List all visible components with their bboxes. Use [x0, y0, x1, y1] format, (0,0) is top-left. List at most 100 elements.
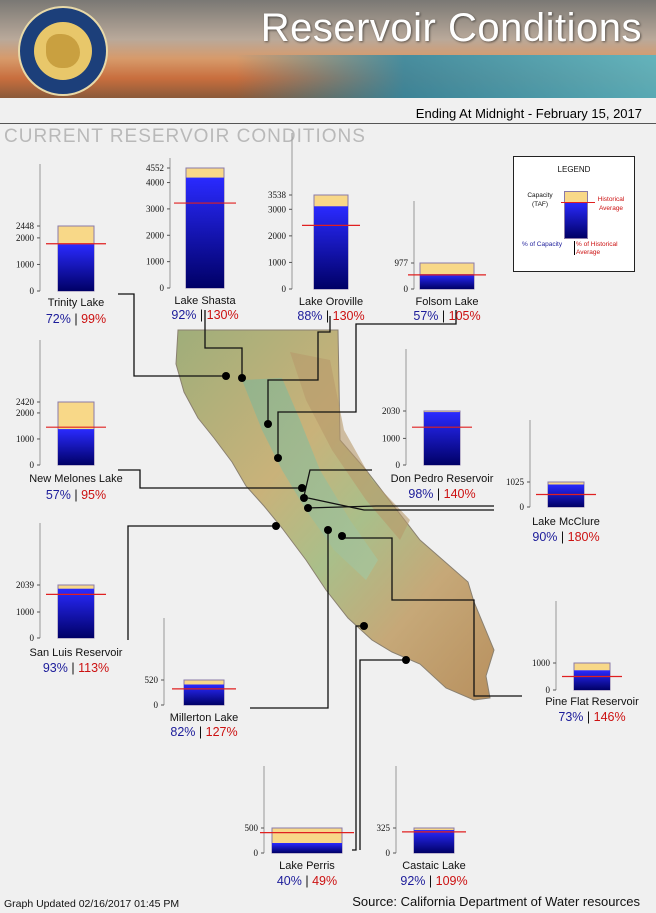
percent-separator: | [557, 530, 568, 544]
percent-of-historical-average: 99% [81, 312, 107, 326]
reservoir-percentages: 72% | 99% [6, 312, 146, 326]
storage-bar [574, 670, 610, 690]
percent-of-historical-average: 127% [205, 725, 238, 739]
legend-pct-capacity-label: % of Capacity [522, 241, 563, 248]
percent-separator: | [438, 309, 449, 323]
y-tick-label: 0 [154, 700, 159, 710]
reservoir-percentages: 88% | 130% [261, 309, 401, 323]
central-valley [242, 378, 378, 580]
reservoir-percentages: 93% | 113% [6, 661, 146, 675]
reservoir-percentages: 92% | 130% [135, 308, 275, 322]
percent-of-historical-average: 105% [448, 309, 481, 323]
percent-of-historical-average: 140% [443, 487, 476, 501]
reservoir-percentages: 98% | 140% [372, 487, 512, 501]
percent-of-capacity: 92% [171, 308, 197, 322]
storage-bar [272, 843, 342, 853]
y-tick-label: 0 [282, 284, 287, 294]
percent-of-historical-average: 130% [206, 308, 239, 322]
storage-bar [314, 206, 348, 289]
y-tick-label: 1000 [16, 607, 35, 617]
storage-bar [58, 429, 94, 465]
storage-bar [548, 484, 584, 507]
percent-of-historical-average: 109% [435, 874, 468, 888]
percent-separator: | [67, 661, 79, 675]
legend: LEGEND Capacity (TAF) Historical Average… [513, 156, 635, 272]
y-tick-label: 0 [386, 848, 391, 858]
y-tick-label: 1000 [146, 257, 165, 267]
location-dot [272, 522, 280, 530]
reservoir-name: Millerton Lake [169, 712, 239, 724]
source-credit: Source: California Department of Water r… [352, 894, 640, 909]
location-dot [304, 504, 312, 512]
section-subtitle: CURRENT RESERVOIR CONDITIONS [4, 126, 366, 147]
storage-bar [414, 830, 454, 853]
percent-of-capacity: 98% [408, 487, 434, 501]
department-of-water-resources-seal-icon [18, 6, 108, 96]
y-tick-label: 2448 [16, 221, 35, 231]
legend-capacity-label: Capacity (TAF) [527, 192, 553, 208]
location-dot [338, 532, 346, 540]
location-dot [300, 494, 308, 502]
y-tick-label: 2420 [16, 397, 35, 407]
location-dot [238, 374, 246, 382]
y-tick-label: 3000 [268, 204, 287, 214]
legend-pct-historical-label: % of Historical Average [576, 241, 618, 256]
y-tick-label: 0 [30, 286, 35, 296]
location-dot [360, 622, 368, 630]
reservoir-name: San Luis Reservoir [29, 647, 123, 659]
percent-separator: | [322, 309, 333, 323]
y-tick-label: 0 [520, 502, 525, 512]
percent-of-capacity: 88% [297, 309, 323, 323]
percent-of-capacity: 82% [170, 725, 196, 739]
header-banner: Reservoir Conditions [0, 0, 656, 98]
y-tick-label: 0 [546, 685, 551, 695]
y-tick-label: 1025 [506, 477, 525, 487]
location-dot [402, 656, 410, 664]
storage-bar [424, 412, 460, 465]
legend-title: LEGEND [557, 165, 591, 174]
storage-bar [58, 588, 94, 638]
y-tick-label: 2000 [16, 233, 35, 243]
y-tick-label: 1000 [268, 257, 287, 267]
percent-separator: | [583, 710, 594, 724]
percent-of-historical-average: 130% [332, 309, 365, 323]
storage-bar [184, 684, 224, 705]
location-dot [264, 420, 272, 428]
percent-separator: | [425, 874, 436, 888]
storage-bar [186, 177, 224, 288]
percent-of-capacity: 93% [42, 661, 68, 675]
reservoir-name: Lake Oroville [298, 296, 364, 308]
reservoir-percentages: 40% | 49% [237, 874, 377, 888]
y-tick-label: 1000 [16, 434, 35, 444]
reservoir-location-dots [222, 372, 410, 664]
storage-bar [58, 244, 94, 291]
percent-of-capacity: 92% [400, 874, 426, 888]
percent-separator: | [70, 488, 82, 502]
y-tick-label: 4000 [146, 178, 165, 188]
y-tick-label: 1000 [382, 433, 401, 443]
y-tick-label: 2000 [268, 231, 287, 241]
percent-of-capacity: 90% [532, 530, 558, 544]
banner-coast-image [236, 55, 656, 98]
percent-of-historical-average: 95% [81, 488, 107, 502]
percent-of-capacity: 40% [276, 874, 302, 888]
y-tick-label: 0 [404, 284, 409, 294]
reservoir-name: Castaic Lake [402, 860, 466, 872]
y-tick-label: 2000 [16, 408, 35, 418]
percent-of-historical-average: 146% [593, 710, 626, 724]
y-tick-label: 520 [145, 675, 159, 685]
reservoir-name: Folsom Lake [415, 296, 479, 308]
location-dot [222, 372, 230, 380]
y-tick-label: 3000 [146, 204, 165, 214]
percent-of-capacity: 57% [45, 488, 71, 502]
